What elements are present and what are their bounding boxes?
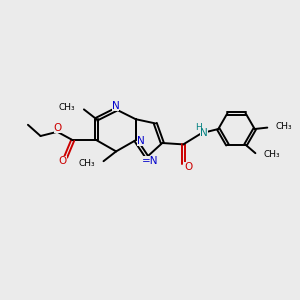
Text: N: N [200,128,208,138]
Text: H: H [195,122,202,131]
Text: N: N [112,101,119,111]
Text: CH₃: CH₃ [263,150,280,159]
Text: O: O [59,156,67,166]
Text: N: N [137,136,145,146]
Text: CH₃: CH₃ [58,103,75,112]
Text: CH₃: CH₃ [79,160,95,169]
Text: O: O [54,123,62,133]
Text: O: O [184,162,193,172]
Text: CH₃: CH₃ [275,122,292,131]
Text: =N: =N [142,156,159,166]
